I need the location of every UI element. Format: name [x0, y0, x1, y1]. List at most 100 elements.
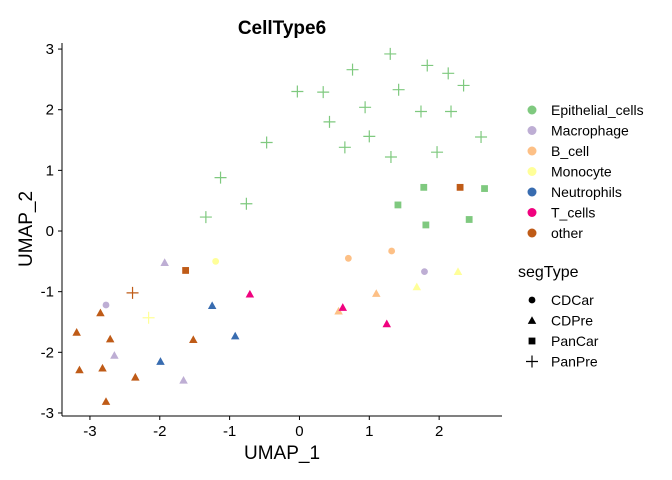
data-point	[412, 282, 422, 291]
data-point	[384, 47, 397, 60]
x-tick-label: 1	[365, 423, 373, 440]
legend-label: other	[551, 225, 583, 241]
data-point	[98, 363, 107, 372]
data-point	[240, 197, 253, 210]
data-point	[392, 83, 405, 96]
legend-key	[527, 187, 537, 197]
data-point	[421, 268, 428, 276]
y-tick-label: -1	[41, 284, 54, 301]
data-point	[475, 131, 488, 144]
data-point	[338, 303, 348, 311]
data-point	[207, 301, 217, 310]
data-point	[189, 335, 198, 343]
legend-segtype: segType CDCar CDPre PanCar PanPre	[518, 264, 599, 370]
data-point	[72, 328, 81, 336]
data-point	[182, 267, 190, 274]
y-tick-label: 2	[46, 102, 54, 119]
data-point	[363, 130, 376, 143]
data-point	[96, 308, 105, 317]
legend-label: T_cells	[551, 205, 595, 221]
y-tick-label: -2	[41, 344, 54, 361]
legend-key	[528, 337, 536, 345]
data-point	[245, 289, 255, 298]
data-point	[199, 211, 212, 224]
data-point	[420, 183, 428, 191]
legend-key	[527, 105, 537, 115]
legend-key	[527, 228, 537, 238]
x-tick-label: -2	[153, 423, 166, 440]
data-point	[442, 67, 455, 80]
data-point	[382, 319, 392, 328]
legend-label: Monocyte	[551, 164, 612, 180]
data-point	[102, 301, 110, 309]
data-point	[456, 183, 464, 191]
data-point	[346, 63, 359, 76]
data-point	[131, 372, 140, 381]
data-point	[457, 79, 470, 92]
data-point	[101, 397, 111, 405]
data-point	[414, 105, 427, 118]
x-axis-title: UMAP_1	[244, 443, 320, 464]
legend-key	[526, 355, 538, 368]
data-point	[323, 115, 336, 128]
data-point	[481, 185, 488, 192]
data-point	[142, 311, 155, 324]
axes: -3 -2 -1 0 1 2 -3 -2 -1 0 1 2 3	[41, 41, 502, 440]
data-point	[338, 141, 351, 154]
y-axis-title: UMAP_2	[16, 191, 37, 267]
legend-key	[528, 296, 536, 304]
data-point	[334, 306, 343, 315]
data-point	[453, 267, 463, 276]
data-point	[291, 85, 304, 98]
legend-key	[527, 208, 537, 217]
legend-label: PanCar	[551, 333, 599, 349]
data-point	[260, 136, 273, 149]
data-point	[465, 216, 473, 223]
data-point	[214, 171, 227, 184]
x-tick-label: 0	[295, 423, 303, 440]
chart-title: CellType6	[238, 18, 326, 39]
data-point	[105, 334, 115, 343]
data-point	[212, 257, 220, 265]
x-tick-label: -3	[83, 423, 96, 440]
legend-key	[527, 316, 537, 324]
data-points	[72, 47, 488, 405]
data-point	[359, 101, 372, 114]
data-point	[126, 286, 139, 299]
data-point	[384, 151, 397, 164]
data-point	[179, 375, 188, 384]
legend-label: CDPre	[551, 313, 593, 329]
data-point	[160, 258, 169, 266]
data-point	[344, 254, 352, 262]
data-point	[421, 59, 434, 72]
data-point	[230, 331, 240, 340]
legend-key	[527, 167, 537, 176]
x-tick-label: -1	[223, 423, 236, 440]
y-tick-label: -3	[41, 405, 54, 422]
data-point	[445, 105, 458, 118]
legend-label: Macrophage	[551, 123, 629, 139]
legend-label: Neutrophils	[551, 184, 622, 200]
data-point	[372, 289, 381, 297]
legend-key	[527, 146, 537, 156]
legend-key	[527, 126, 537, 135]
legend-label: Epithelial_cells	[551, 102, 644, 118]
legend-celltype: Epithelial_cells Macrophage B_cell Monocyte…	[527, 102, 644, 241]
data-point	[394, 201, 402, 209]
y-tick-label: 1	[46, 162, 54, 179]
data-point	[431, 146, 444, 159]
data-point	[388, 247, 396, 255]
legend-label: PanPre	[551, 354, 598, 370]
data-point	[317, 86, 330, 99]
y-tick-label: 0	[46, 223, 54, 240]
legend-label: CDCar	[551, 292, 594, 308]
data-point	[156, 357, 165, 365]
data-point	[75, 365, 84, 374]
data-point	[422, 221, 430, 229]
x-tick-label: 2	[435, 423, 443, 440]
legend-label: B_cell	[551, 143, 589, 159]
legend-segtype-title: segType	[518, 264, 579, 281]
y-tick-label: 3	[46, 41, 54, 58]
data-point	[110, 351, 119, 359]
